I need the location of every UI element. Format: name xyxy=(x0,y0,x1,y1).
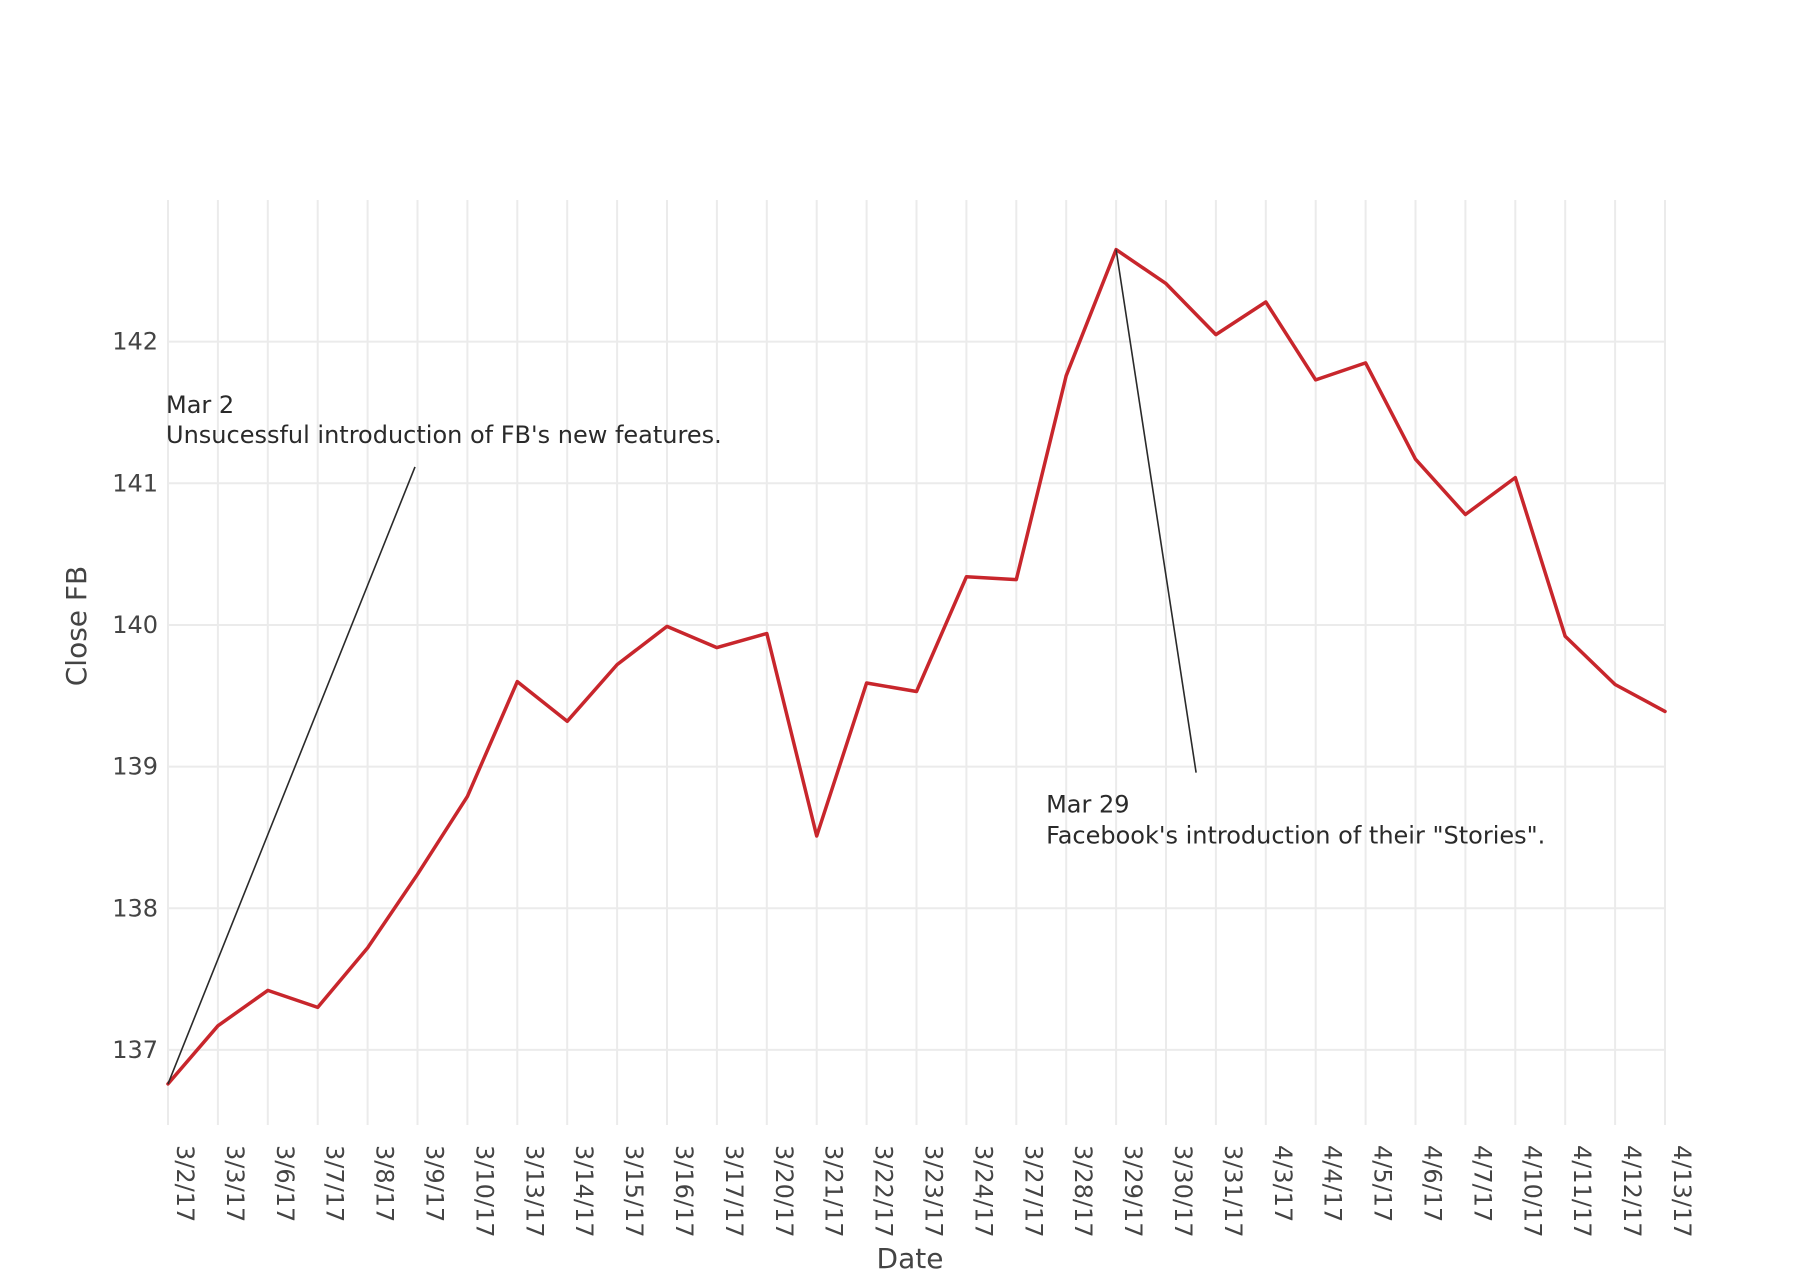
x-tick-label: 3/8/17 xyxy=(371,1145,399,1222)
x-tick-label: 3/29/17 xyxy=(1119,1145,1147,1238)
x-tick-label: 3/31/17 xyxy=(1219,1145,1247,1238)
x-tick-label: 4/12/17 xyxy=(1618,1145,1646,1238)
x-tick-label: 3/9/17 xyxy=(421,1145,449,1222)
x-axis-ticks: 3/2/17 3/3/17 3/6/17 3/7/17 3/8/17 3/9/17 3/10… xyxy=(171,1145,1696,1238)
x-gridlines xyxy=(167,200,1666,1125)
x-tick-label: 4/4/17 xyxy=(1319,1145,1347,1222)
x-tick-label: 3/7/17 xyxy=(321,1145,349,1222)
annotation-arrow xyxy=(167,466,416,1085)
y-tick-label: 139 xyxy=(112,753,158,781)
y-tick-label: 138 xyxy=(112,894,158,922)
y-tick-label: 142 xyxy=(112,328,158,356)
x-tick-label: 3/22/17 xyxy=(870,1145,898,1238)
x-tick-label: 3/2/17 xyxy=(171,1145,199,1222)
x-tick-label: 3/28/17 xyxy=(1069,1145,1097,1238)
x-tick-label: 3/23/17 xyxy=(920,1145,948,1238)
x-tick-label: 4/6/17 xyxy=(1419,1145,1447,1222)
y-axis-title: Close FB xyxy=(60,566,93,687)
x-tick-label: 3/3/17 xyxy=(221,1145,249,1222)
x-tick-label: 4/5/17 xyxy=(1369,1145,1397,1222)
x-tick-label: 4/7/17 xyxy=(1468,1145,1496,1222)
annotation-title: Mar 29 xyxy=(1046,791,1129,819)
x-tick-label: 4/13/17 xyxy=(1668,1145,1696,1238)
x-axis-title: Date xyxy=(877,1242,944,1275)
x-tick-label: 3/21/17 xyxy=(820,1145,848,1238)
y-axis-ticks: 137 138 139 140 141 142 xyxy=(112,328,158,1064)
x-tick-label: 3/24/17 xyxy=(969,1145,997,1238)
x-tick-label: 3/20/17 xyxy=(770,1145,798,1238)
annotation-text: Unsucessful introduction of FB's new fea… xyxy=(166,421,722,449)
y-tick-label: 141 xyxy=(112,469,158,497)
series-line xyxy=(166,247,1667,1086)
x-tick-label: 3/14/17 xyxy=(570,1145,598,1238)
x-tick-label: 3/10/17 xyxy=(470,1145,498,1238)
x-tick-label: 4/10/17 xyxy=(1518,1145,1546,1238)
y-tick-label: 137 xyxy=(112,1036,158,1064)
x-tick-label: 3/6/17 xyxy=(271,1145,299,1222)
x-tick-label: 3/27/17 xyxy=(1019,1145,1047,1238)
x-tick-label: 3/16/17 xyxy=(670,1145,698,1238)
series-layer xyxy=(166,247,1667,1086)
x-tick-label: 3/30/17 xyxy=(1169,1145,1197,1238)
y-tick-label: 140 xyxy=(112,611,158,639)
x-tick-label: 4/11/17 xyxy=(1568,1145,1596,1238)
x-tick-label: 4/3/17 xyxy=(1269,1145,1297,1222)
annotation-text: Facebook's introduction of their "Storie… xyxy=(1046,822,1545,850)
annotation-title: Mar 2 xyxy=(166,391,234,419)
x-tick-label: 3/17/17 xyxy=(720,1145,748,1238)
annotation-arrow xyxy=(1115,249,1197,773)
x-tick-label: 3/15/17 xyxy=(620,1145,648,1238)
x-tick-label: 3/13/17 xyxy=(520,1145,548,1238)
